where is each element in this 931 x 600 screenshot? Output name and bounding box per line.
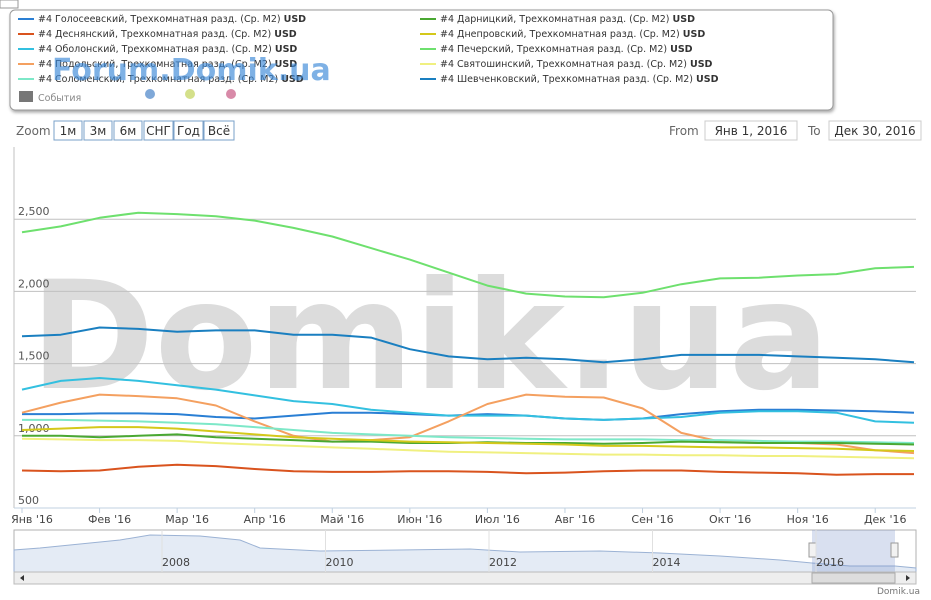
event-dot: [145, 89, 155, 99]
series-line: [21, 437, 915, 460]
navigator-area: [13, 534, 917, 573]
legend-unit: USD: [284, 14, 307, 25]
legend-unit: USD: [683, 29, 706, 40]
legend-item[interactable]: #4 Соломенский, Трехкомнатная разд. (Ср.…: [38, 74, 304, 85]
zoom-button-label[interactable]: 1м: [60, 124, 77, 138]
navigator[interactable]: [13, 529, 917, 585]
legend-unit: USD: [274, 29, 297, 40]
series-line: [21, 463, 914, 476]
zoom-button-label[interactable]: Год: [177, 124, 200, 138]
legend-item[interactable]: #4 Голосеевский, Трехкомнатная разд. (Ср…: [38, 14, 306, 25]
legend-item[interactable]: #4 Деснянский, Трехкомнатная разд. (Ср. …: [38, 29, 297, 40]
legend-unit: USD: [670, 44, 693, 55]
y-tick-label: 2,000: [18, 277, 50, 290]
legend-box: [9, 9, 834, 111]
forum-watermark: Forum.Domik.ua: [52, 53, 331, 88]
x-tick-label: Май '16: [320, 513, 364, 526]
legend-name: #4 Дарницкий, Трехкомнатная разд. (Ср. М…: [440, 14, 670, 25]
series-line: [21, 377, 915, 424]
legend-name: #4 Святошинский, Трехкомнатная разд. (Ср…: [440, 59, 687, 70]
x-tick-label: Фев '16: [88, 513, 131, 526]
legend-name: #4 Подольский, Трехкомнатная разд. (Ср. …: [38, 59, 272, 70]
legend-unit: USD: [696, 74, 719, 85]
legend-unit: USD: [281, 74, 304, 85]
legend-name: #4 Печерский, Трехкомнатная разд. (Ср. М…: [440, 44, 667, 55]
zoom-label: Zoom: [16, 124, 51, 138]
legend-unit: USD: [275, 44, 298, 55]
navigator-label: 2016: [816, 556, 844, 569]
x-tick-label: Сен '16: [631, 513, 673, 526]
zoom-button-label[interactable]: 6м: [120, 124, 137, 138]
x-tick-label: Окт '16: [709, 513, 751, 526]
navigator-handle[interactable]: [808, 542, 817, 558]
legend-item[interactable]: #4 Святошинский, Трехкомнатная разд. (Ср…: [440, 59, 713, 70]
legend-name: #4 Голосеевский, Трехкомнатная разд. (Ср…: [38, 14, 281, 25]
legend-item[interactable]: #4 Подольский, Трехкомнатная разд. (Ср. …: [38, 59, 297, 70]
y-tick-label: 2,500: [18, 205, 50, 218]
x-tick-label: Июл '16: [475, 513, 520, 526]
scrollbar-thumb[interactable]: [811, 572, 896, 584]
x-tick-label: Дек '16: [864, 513, 907, 526]
legend-name: #4 Оболонский, Трехкомнатная разд. (Ср. …: [38, 44, 272, 55]
from-date[interactable]: Янв 1, 2016: [715, 124, 788, 138]
series-line: [21, 326, 915, 364]
legend-name: #4 Соломенский, Трехкомнатная разд. (Ср.…: [38, 74, 278, 85]
series-line: [21, 426, 915, 452]
zoom-button[interactable]: [53, 120, 83, 141]
x-tick-label: Янв '16: [11, 513, 53, 526]
credit[interactable]: Domik.ua: [877, 587, 920, 597]
navigator-handle[interactable]: [890, 542, 899, 558]
events-label[interactable]: События: [38, 93, 81, 104]
zoom-button[interactable]: [83, 120, 113, 141]
legend-name: #4 Деснянский, Трехкомнатная разд. (Ср. …: [38, 29, 271, 40]
zoom-button[interactable]: [173, 120, 204, 141]
legend-unit: USD: [690, 59, 713, 70]
zoom-button-label[interactable]: СНГ: [146, 124, 171, 138]
x-tick-label: Авг '16: [555, 513, 595, 526]
legend-name: #4 Днепровский, Трехкомнатная разд. (Ср.…: [440, 29, 680, 40]
from-label: From: [669, 124, 699, 138]
to-label: To: [807, 124, 821, 138]
x-tick-label: Мар '16: [165, 513, 209, 526]
x-tick-label: Июн '16: [397, 513, 442, 526]
navigator-label: 2010: [326, 556, 354, 569]
from-input[interactable]: [704, 120, 798, 141]
zoom-button[interactable]: [203, 120, 235, 141]
y-tick-label: 1,000: [18, 422, 50, 435]
event-dot: [185, 89, 195, 99]
navigator-label: 2014: [653, 556, 681, 569]
legend-item[interactable]: #4 Печерский, Трехкомнатная разд. (Ср. М…: [440, 44, 693, 55]
legend-name: #4 Шевченковский, Трехкомнатная разд. (С…: [440, 74, 693, 85]
y-tick-label: 500: [18, 494, 39, 507]
legend-item[interactable]: #4 Оболонский, Трехкомнатная разд. (Ср. …: [38, 44, 297, 55]
legend-tab[interactable]: [0, 0, 19, 9]
watermark: Domik.ua: [30, 250, 830, 424]
event-dot: [226, 89, 236, 99]
legend-item[interactable]: #4 Дарницкий, Трехкомнатная разд. (Ср. М…: [440, 14, 695, 25]
zoom-button-label[interactable]: 3м: [90, 124, 107, 138]
zoom-button[interactable]: [113, 120, 143, 141]
series-line: [21, 211, 915, 299]
events-icon: [19, 91, 33, 102]
legend-unit: USD: [673, 14, 696, 25]
to-input[interactable]: [828, 120, 922, 141]
x-tick-label: Апр '16: [244, 513, 286, 526]
legend-item[interactable]: #4 Шевченковский, Трехкомнатная разд. (С…: [440, 74, 719, 85]
navigator-label: 2008: [162, 556, 190, 569]
series-line: [22, 418, 915, 444]
scrollbar[interactable]: [13, 571, 917, 585]
to-date[interactable]: Дек 30, 2016: [834, 124, 915, 138]
legend-unit: USD: [275, 59, 298, 70]
zoom-button-label[interactable]: Всё: [208, 124, 230, 138]
y-tick-label: 1,500: [18, 350, 50, 363]
legend-item[interactable]: #4 Днепровский, Трехкомнатная разд. (Ср.…: [440, 29, 705, 40]
navigator-selection[interactable]: [812, 530, 895, 572]
x-tick-label: Ноя '16: [787, 513, 829, 526]
navigator-label: 2012: [489, 556, 517, 569]
zoom-button[interactable]: [143, 120, 174, 141]
